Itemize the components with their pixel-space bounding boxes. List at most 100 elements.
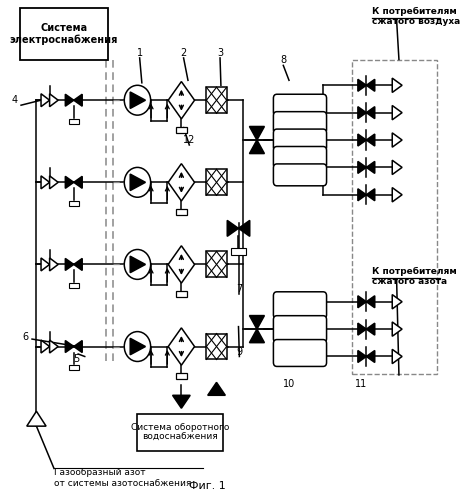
Bar: [137, 414, 223, 451]
Text: Система оборотного
водоснабжения: Система оборотного водоснабжения: [131, 423, 229, 442]
Text: К потребителям
сжатого азота: К потребителям сжатого азота: [373, 267, 457, 286]
Bar: [206, 87, 227, 113]
Circle shape: [124, 167, 151, 197]
Polygon shape: [366, 79, 375, 91]
Bar: [176, 291, 187, 297]
Polygon shape: [392, 349, 402, 364]
Polygon shape: [208, 382, 225, 395]
Polygon shape: [41, 258, 50, 271]
Bar: [69, 283, 79, 288]
Polygon shape: [249, 140, 264, 154]
Bar: [20, 8, 108, 60]
Text: 9: 9: [237, 346, 242, 356]
Text: Фиг. 1: Фиг. 1: [190, 481, 226, 491]
Bar: [69, 201, 79, 206]
Text: 5: 5: [73, 354, 79, 364]
FancyBboxPatch shape: [273, 147, 327, 168]
Polygon shape: [65, 94, 74, 106]
Polygon shape: [50, 340, 58, 353]
Polygon shape: [392, 188, 402, 202]
Polygon shape: [366, 134, 375, 146]
Polygon shape: [130, 92, 146, 108]
Polygon shape: [358, 296, 366, 308]
Polygon shape: [358, 161, 366, 173]
FancyBboxPatch shape: [273, 339, 327, 366]
FancyBboxPatch shape: [273, 94, 327, 116]
Polygon shape: [168, 164, 194, 201]
Polygon shape: [366, 296, 375, 308]
Text: Газообразный азот
от системы азотоснабжения: Газообразный азот от системы азотоснабже…: [54, 469, 191, 488]
Polygon shape: [366, 350, 375, 362]
Text: 2: 2: [181, 48, 187, 58]
Text: Система
электроснабжения: Система электроснабжения: [9, 23, 118, 45]
Polygon shape: [227, 221, 238, 237]
Text: 7: 7: [236, 284, 243, 294]
Polygon shape: [168, 246, 194, 283]
Polygon shape: [74, 176, 82, 188]
Polygon shape: [358, 350, 366, 362]
Polygon shape: [366, 161, 375, 173]
Circle shape: [124, 250, 151, 279]
Polygon shape: [50, 94, 58, 107]
Bar: [352, 60, 438, 374]
FancyBboxPatch shape: [273, 164, 327, 186]
Polygon shape: [392, 133, 402, 147]
Text: 8: 8: [280, 55, 286, 65]
Polygon shape: [41, 340, 50, 353]
Polygon shape: [50, 176, 58, 189]
Polygon shape: [249, 126, 264, 140]
Bar: [176, 127, 187, 133]
Polygon shape: [358, 189, 366, 201]
Polygon shape: [130, 256, 146, 272]
Bar: [206, 169, 227, 195]
Polygon shape: [50, 258, 58, 271]
Polygon shape: [74, 340, 82, 352]
Polygon shape: [366, 323, 375, 335]
Circle shape: [124, 85, 151, 115]
FancyBboxPatch shape: [273, 112, 327, 134]
Circle shape: [124, 332, 151, 361]
Polygon shape: [358, 107, 366, 119]
Polygon shape: [358, 134, 366, 146]
Bar: [176, 209, 187, 215]
Polygon shape: [358, 323, 366, 335]
FancyBboxPatch shape: [273, 129, 327, 151]
Bar: [231, 249, 246, 254]
Polygon shape: [366, 189, 375, 201]
Polygon shape: [392, 105, 402, 120]
Text: 11: 11: [356, 379, 368, 389]
FancyBboxPatch shape: [273, 316, 327, 342]
Text: 3: 3: [217, 48, 223, 58]
Text: 1: 1: [137, 48, 143, 58]
Polygon shape: [65, 176, 74, 188]
Polygon shape: [392, 160, 402, 175]
Polygon shape: [74, 258, 82, 270]
Polygon shape: [130, 338, 146, 355]
Polygon shape: [392, 294, 402, 309]
Polygon shape: [41, 176, 50, 189]
Bar: [69, 365, 79, 370]
Polygon shape: [249, 329, 264, 343]
Text: 10: 10: [283, 379, 295, 389]
FancyBboxPatch shape: [273, 292, 327, 319]
Polygon shape: [168, 328, 194, 365]
Polygon shape: [366, 107, 375, 119]
Bar: [69, 119, 79, 124]
Polygon shape: [173, 395, 190, 408]
Polygon shape: [249, 315, 264, 329]
Polygon shape: [65, 340, 74, 352]
Polygon shape: [168, 81, 194, 119]
Bar: [206, 251, 227, 277]
Text: 4: 4: [11, 95, 18, 105]
Polygon shape: [74, 94, 82, 106]
Bar: [206, 334, 227, 359]
Text: 6: 6: [22, 331, 28, 342]
Polygon shape: [392, 78, 402, 92]
Polygon shape: [41, 94, 50, 107]
Polygon shape: [130, 174, 146, 191]
Bar: [176, 373, 187, 379]
Polygon shape: [358, 79, 366, 91]
Polygon shape: [27, 411, 46, 426]
Polygon shape: [238, 221, 250, 237]
Polygon shape: [392, 322, 402, 336]
